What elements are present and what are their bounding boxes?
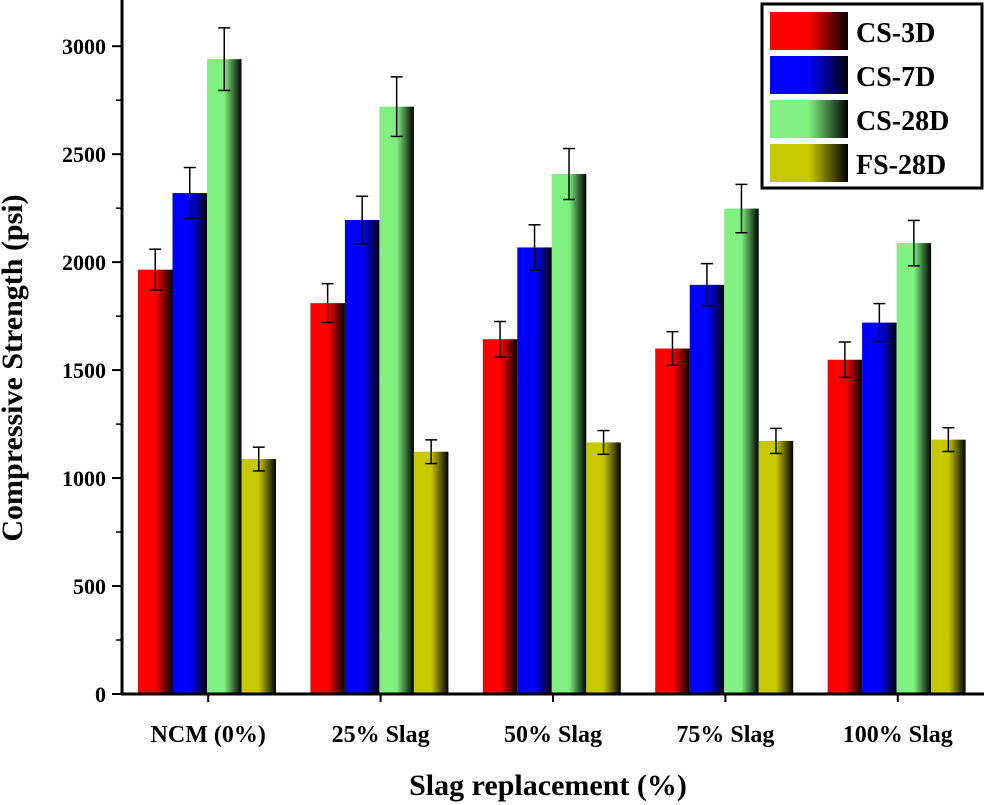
error-bar-cs-7d-3 (700, 262, 713, 307)
legend-swatch-fs-28d (770, 144, 848, 182)
x-tick-label: 75% Slag (676, 722, 774, 748)
y-tick-label: 1500 (62, 358, 106, 383)
x-tick-label: 100% Slag (843, 722, 953, 748)
bar-cs-28d-1 (379, 106, 414, 694)
error-bar-cs-3d-4 (838, 341, 851, 379)
error-bar-cs-7d-4 (873, 302, 886, 343)
error-bar-fs-28d-2 (597, 429, 610, 456)
axes-layer: NCM (0%) 25% Slag 50% Slag 75% Slag 100% Sla… (62, 0, 984, 748)
bar-fs-28d-1 (413, 451, 449, 694)
y-tick-label: 1000 (62, 466, 106, 491)
y-tick-label: 2000 (62, 250, 106, 275)
legend-swatch-cs-7d (770, 56, 848, 94)
error-bar-cs-3d-2 (494, 320, 507, 358)
error-bar-cs-28d-0 (218, 27, 231, 92)
legend-label-cs-28d: CS-28D (856, 106, 949, 137)
bar-fs-28d-4 (931, 439, 966, 694)
bar-cs-7d-3 (689, 284, 725, 694)
error-bar-fs-28d-4 (942, 426, 955, 453)
bar-cs-28d-2 (551, 174, 587, 694)
legend-swatch-cs-3d (770, 12, 848, 50)
bar-cs-3d-0 (138, 269, 173, 694)
bar-cs-28d-4 (896, 243, 932, 694)
error-bar-cs-28d-3 (735, 183, 748, 234)
bar-cs-7d-1 (344, 220, 380, 694)
error-bar-cs-3d-0 (149, 248, 162, 291)
y-tick-label: 3000 (62, 34, 106, 59)
error-bar-fs-28d-3 (769, 427, 782, 455)
legend-label-fs-28d: FS-28D (856, 150, 946, 181)
bar-cs-3d-4 (827, 359, 863, 694)
bar-cs-7d-2 (517, 247, 552, 694)
error-bar-cs-7d-2 (528, 224, 541, 271)
bar-fs-28d-2 (586, 442, 621, 694)
y-axis-title: Compressive Strength (psi) (0, 194, 29, 541)
error-bar-fs-28d-0 (252, 446, 265, 472)
legend: CS-3D CS-7D CS-28D FS-28D (760, 2, 984, 190)
bar-cs-3d-3 (655, 348, 690, 694)
error-bar-cs-28d-2 (563, 147, 576, 201)
error-bar-cs-28d-1 (390, 76, 403, 138)
legend-label-cs-7d: CS-7D (856, 62, 935, 93)
error-bar-fs-28d-1 (425, 439, 438, 465)
error-bar-cs-3d-1 (321, 282, 334, 324)
error-bar-cs-28d-4 (907, 219, 920, 267)
bar-cs-7d-0 (172, 193, 207, 694)
bar-fs-28d-3 (758, 440, 794, 694)
x-tick-label: 50% Slag (504, 722, 602, 748)
bar-cs-28d-0 (207, 59, 242, 695)
x-tick-label: 25% Slag (332, 722, 430, 748)
error-bar-cs-7d-0 (183, 166, 196, 220)
error-bar-cs-7d-1 (356, 195, 369, 245)
legend-swatch-cs-28d (770, 100, 848, 138)
y-tick-label: 2500 (62, 142, 106, 167)
bar-fs-28d-0 (241, 459, 276, 694)
bar-cs-3d-1 (310, 303, 345, 694)
error-bar-cs-3d-3 (666, 330, 679, 367)
bar-cs-28d-3 (724, 208, 759, 694)
x-axis-title: Slag replacement (%) (409, 769, 687, 802)
bar-cs-7d-4 (862, 322, 897, 694)
bars-layer (138, 27, 966, 695)
y-tick-label: 500 (73, 574, 106, 599)
y-tick-label: 0 (95, 682, 106, 707)
legend-label-cs-3d: CS-3D (856, 18, 935, 49)
x-tick-label: NCM (0%) (151, 722, 266, 748)
bar-cs-3d-2 (482, 339, 518, 694)
